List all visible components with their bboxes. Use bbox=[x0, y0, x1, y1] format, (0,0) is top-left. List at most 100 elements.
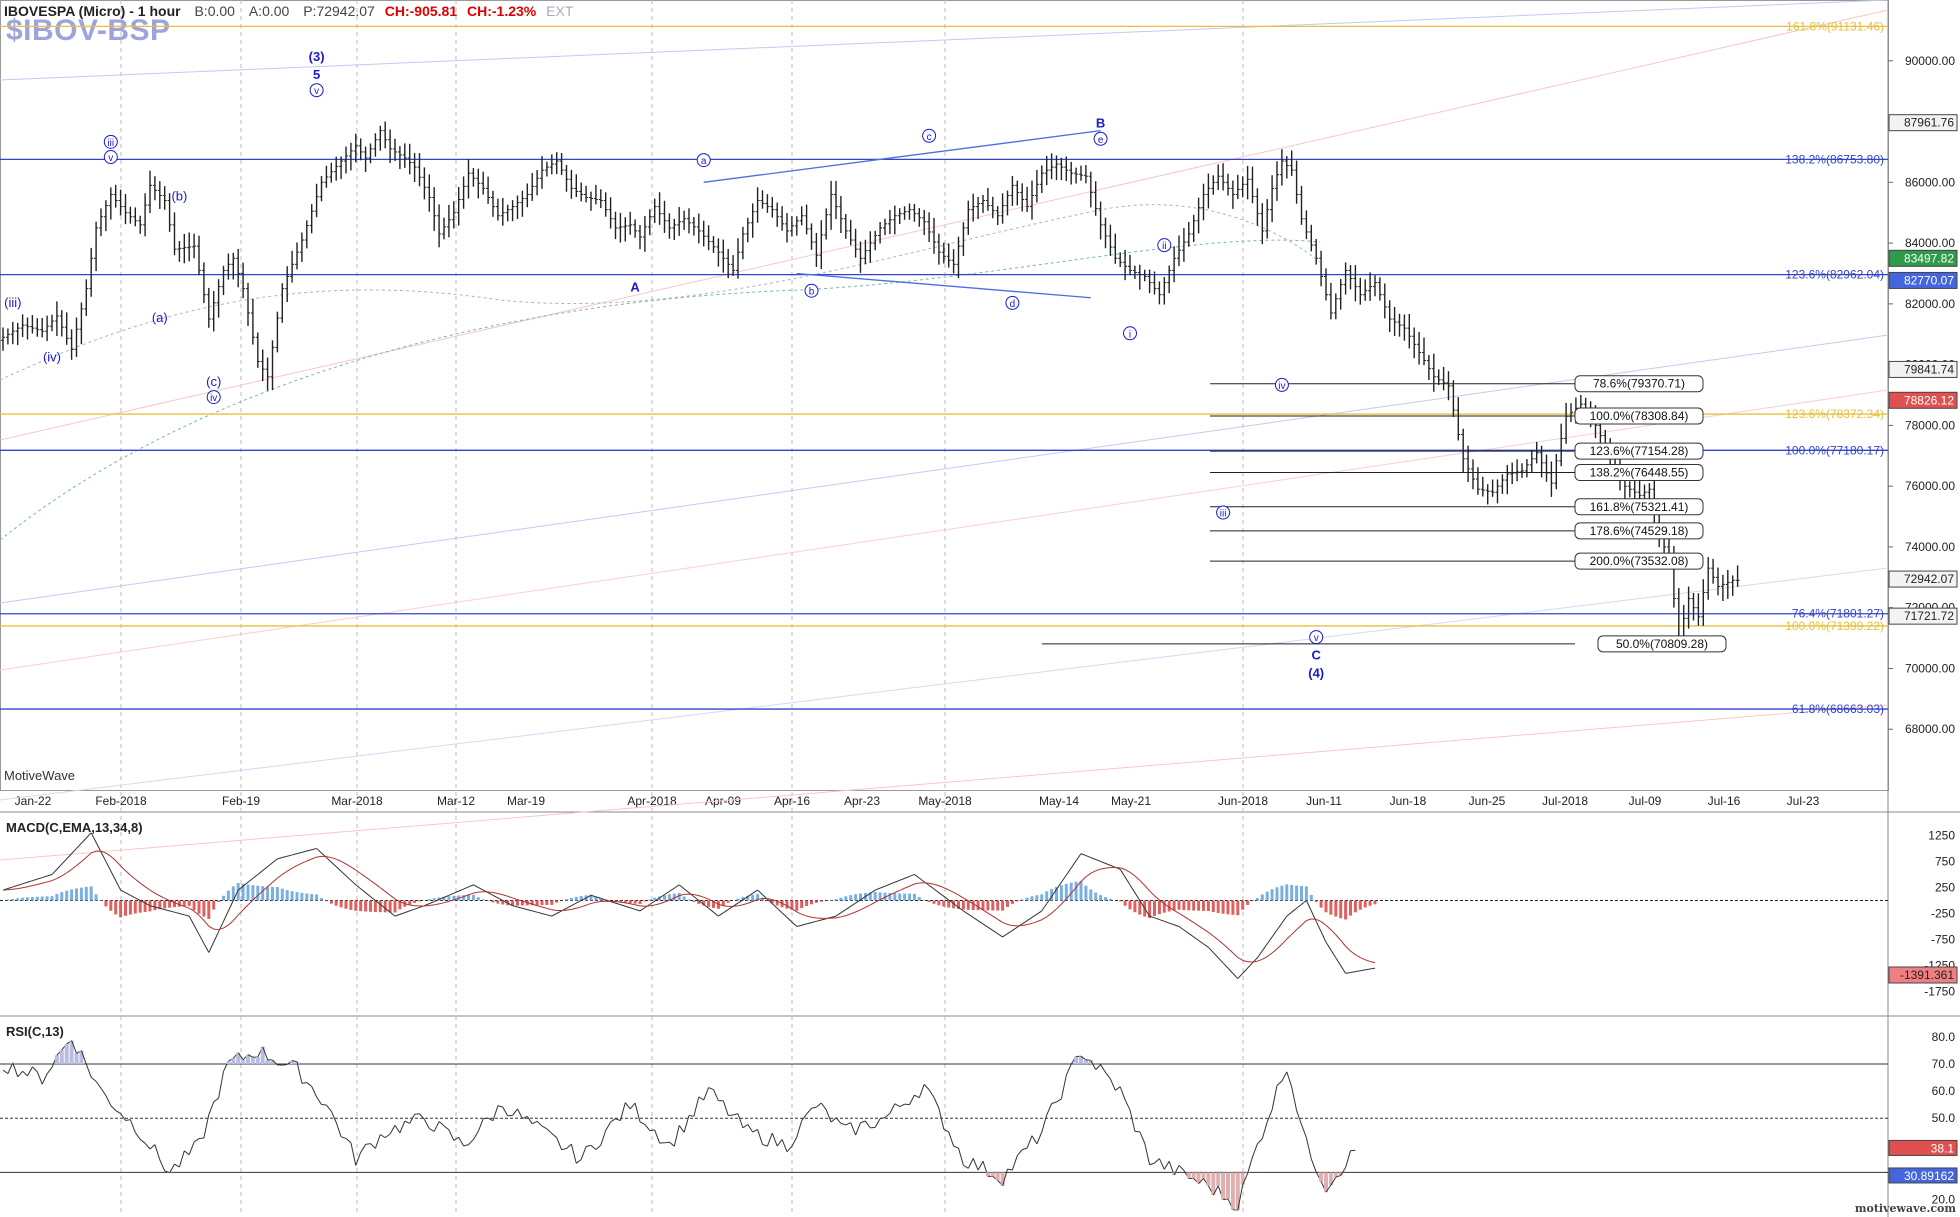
macd-signal-segment bbox=[56, 875, 63, 879]
macd-line-segment bbox=[630, 907, 636, 910]
macd-signal-segment bbox=[282, 870, 288, 875]
macd-signal-segment bbox=[335, 858, 342, 862]
macd-line-segment bbox=[27, 880, 33, 883]
rsi-line-segment bbox=[345, 1138, 352, 1144]
macd-signal-segment bbox=[517, 899, 523, 902]
macd-line-segment bbox=[512, 905, 518, 908]
macd-signal-segment bbox=[972, 903, 979, 908]
rsi-line-segment bbox=[198, 1137, 204, 1140]
macd-line-segment bbox=[786, 917, 793, 923]
macd-line-segment bbox=[992, 930, 998, 935]
macd-signal-segment bbox=[786, 905, 793, 910]
rsi-line-segment bbox=[619, 1102, 626, 1121]
macd-line-segment bbox=[1360, 969, 1366, 972]
macd-line-segment bbox=[894, 879, 900, 883]
rsi-line-segment bbox=[629, 1102, 636, 1110]
rsi-line-segment bbox=[673, 1125, 680, 1147]
macd-signal-segment bbox=[585, 902, 592, 906]
macd-signal-segment bbox=[1266, 952, 1273, 957]
rsi-y-tick-label: 80.0 bbox=[1932, 1030, 1956, 1044]
macd-signal-segment bbox=[443, 900, 450, 904]
macd-line-segment bbox=[987, 926, 994, 931]
rsi-line-segment bbox=[1022, 1147, 1028, 1151]
rsi-line-segment bbox=[159, 1159, 166, 1172]
macd-line-segment bbox=[1007, 930, 1013, 935]
macd-signal-segment bbox=[242, 904, 249, 911]
price-tag-label: 78826.12 bbox=[1904, 393, 1954, 407]
macd-signal-segment bbox=[1281, 938, 1288, 945]
macd-line-segment bbox=[287, 854, 293, 857]
rsi-line-segment bbox=[1144, 1142, 1151, 1165]
rsi-line-segment bbox=[1237, 1184, 1244, 1211]
rsi-line-segment bbox=[953, 1145, 959, 1149]
fib-level-label: 100.0%(71399.22) bbox=[1785, 619, 1884, 633]
rsi-line-segment bbox=[399, 1120, 406, 1134]
macd-line-segment bbox=[468, 884, 474, 888]
rsi-line-segment bbox=[1276, 1080, 1283, 1086]
rsi-line-segment bbox=[566, 1143, 572, 1149]
macd-signal-segment bbox=[1193, 922, 1199, 927]
macd-line-segment bbox=[997, 933, 1003, 938]
macd-line-segment bbox=[193, 924, 200, 935]
macd-signal-segment bbox=[630, 903, 636, 906]
rsi-line-segment bbox=[595, 1144, 602, 1150]
macd-line-segment bbox=[330, 861, 337, 868]
macd-line-segment bbox=[1340, 965, 1347, 974]
macd-line-segment bbox=[46, 873, 53, 877]
macd-line-segment bbox=[115, 880, 122, 891]
wave-label-circle bbox=[1005, 295, 1020, 310]
y-tick-label: 78000.00 bbox=[1905, 418, 1955, 432]
macd-line-segment bbox=[1085, 855, 1091, 859]
macd-signal-segment bbox=[757, 898, 763, 900]
rsi-line-segment bbox=[830, 1117, 837, 1123]
macd-line-segment bbox=[649, 900, 655, 905]
rsi-line-segment bbox=[36, 1071, 43, 1085]
rsi-line-segment bbox=[536, 1120, 543, 1127]
chart-header: IBOVESPA (Micro) - 1 hour B:0.00 A:0.00 … bbox=[4, 3, 573, 19]
rsi-line-segment bbox=[321, 1104, 327, 1106]
ext-toggle[interactable]: EXT bbox=[546, 3, 574, 19]
x-tick-label: May-21 bbox=[1111, 794, 1151, 808]
macd-signal-segment bbox=[1080, 876, 1087, 882]
rsi-line-segment bbox=[683, 1115, 690, 1133]
macd-signal-segment bbox=[977, 906, 984, 911]
macd-signal-segment bbox=[198, 915, 205, 921]
macd-signal-segment bbox=[360, 873, 366, 878]
macd-signal-segment bbox=[32, 884, 38, 887]
macd-signal-segment bbox=[595, 901, 601, 903]
macd-signal-segment bbox=[879, 896, 886, 901]
macd-signal-segment bbox=[370, 880, 376, 885]
macd-line-segment bbox=[291, 853, 298, 856]
macd-signal-segment bbox=[1296, 924, 1302, 930]
macd-y-tick-label: 1250 bbox=[1928, 828, 1955, 842]
macd-signal-segment bbox=[777, 900, 783, 904]
macd-line-segment bbox=[345, 875, 352, 881]
macd-signal-segment bbox=[953, 891, 959, 896]
macd-line-segment bbox=[120, 889, 126, 894]
macd-signal-segment bbox=[326, 856, 332, 859]
macd-line-segment bbox=[1291, 907, 1297, 913]
macd-line-segment bbox=[816, 919, 822, 922]
rsi-line-segment bbox=[262, 1046, 269, 1060]
macd-signal-segment bbox=[855, 909, 861, 913]
rsi-line-segment bbox=[835, 1117, 842, 1124]
rsi-line-segment bbox=[894, 1103, 900, 1108]
macd-signal-segment bbox=[904, 885, 910, 889]
macd-signal-segment bbox=[159, 895, 165, 899]
macd-signal-segment bbox=[571, 907, 577, 910]
macd-signal-segment bbox=[1065, 893, 1072, 900]
macd-signal-segment bbox=[286, 867, 293, 872]
rsi-line-segment bbox=[1350, 1149, 1356, 1152]
rsi-line-segment bbox=[1129, 1109, 1136, 1132]
wave-label-circle bbox=[696, 153, 711, 168]
rsi-line-segment bbox=[575, 1159, 582, 1164]
macd-line-segment bbox=[953, 903, 959, 908]
macd-signal-segment bbox=[693, 894, 699, 897]
macd-signal-segment bbox=[17, 887, 23, 890]
macd-signal-segment bbox=[1051, 908, 1057, 914]
rsi-line-segment bbox=[958, 1147, 964, 1166]
macd-line-segment bbox=[1080, 853, 1087, 857]
macd-line-segment bbox=[1188, 933, 1194, 938]
wave-label: (iii) bbox=[4, 295, 21, 310]
